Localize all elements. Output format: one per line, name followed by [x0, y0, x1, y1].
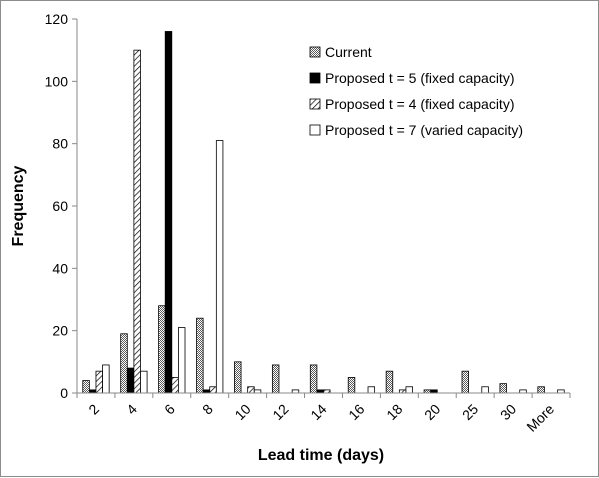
bar-diagonal-hatch	[209, 386, 217, 394]
bar-dotted-gray	[309, 364, 318, 394]
bar-diagonal-hatch	[247, 386, 255, 394]
y-tick-label: 120	[45, 11, 69, 27]
bar-solid-black	[164, 31, 173, 394]
legend-swatch	[309, 124, 321, 136]
bar-white	[215, 140, 224, 394]
legend-label: Current	[325, 44, 372, 60]
y-tick-label: 20	[52, 323, 68, 339]
bar-solid-black	[126, 367, 135, 394]
y-tick-label: 80	[52, 136, 68, 152]
bar-dotted-gray	[158, 305, 166, 394]
y-tick-label: 100	[45, 73, 69, 89]
bar-white	[178, 327, 186, 394]
bar-diagonal-hatch	[95, 370, 103, 394]
legend-swatch	[309, 46, 321, 58]
bar-white	[367, 386, 376, 394]
bar-white	[481, 386, 489, 394]
x-tick-label: 6	[161, 401, 178, 418]
x-tick-label: 20	[421, 401, 443, 423]
x-tick-label: 16	[345, 401, 367, 423]
x-axis-ticks: 2 4 6 8 10 12 14 16 18 20 25 30 More	[76, 393, 571, 435]
bar-diagonal-hatch	[133, 49, 141, 394]
legend: Current Proposed t = 5 (fixed capacity) Pr…	[309, 44, 523, 138]
legend-label: Proposed t = 4 (fixed capacity)	[325, 96, 515, 112]
bar-dotted-gray	[461, 370, 469, 394]
legend-label: Proposed t = 5 (fixed capacity)	[325, 70, 515, 86]
bar-dotted-gray	[385, 370, 394, 394]
legend-swatch	[309, 72, 321, 84]
y-axis-title: Frequency	[10, 165, 27, 246]
x-tick-label: 18	[383, 401, 405, 423]
bar-dotted-gray	[120, 333, 128, 394]
bars	[82, 31, 565, 394]
x-tick-label: More	[523, 401, 557, 435]
legend-swatch	[309, 98, 321, 110]
bar-white	[405, 386, 413, 394]
bar-diagonal-hatch	[171, 377, 179, 394]
y-tick-label: 60	[52, 198, 68, 214]
bar-dotted-gray	[537, 386, 545, 394]
x-tick-label: 2	[85, 401, 102, 418]
bar-dotted-gray	[196, 317, 204, 394]
y-axis-ticks: 0 20 40 60 80 100 120	[45, 11, 77, 401]
x-tick-label: 12	[269, 401, 291, 423]
x-axis-title: Lead time (days)	[258, 447, 384, 464]
y-tick-label: 40	[52, 260, 68, 276]
y-tick-label: 0	[60, 385, 68, 401]
x-tick-label: 25	[459, 401, 481, 423]
bar-dotted-gray	[82, 380, 90, 394]
x-tick-label: 8	[199, 401, 216, 418]
bar-dotted-gray	[347, 377, 356, 394]
x-tick-label: 30	[497, 401, 519, 423]
x-tick-label: 10	[231, 401, 253, 423]
bar-white	[140, 370, 148, 394]
bar-dotted-gray	[234, 361, 242, 394]
x-tick-label: 4	[123, 401, 140, 418]
x-tick-label: 14	[307, 401, 329, 423]
bar-dotted-gray	[271, 364, 280, 394]
legend-label: Proposed t = 7 (varied capacity)	[325, 122, 523, 138]
bar-dotted-gray	[499, 383, 507, 394]
bar-white	[102, 364, 110, 394]
